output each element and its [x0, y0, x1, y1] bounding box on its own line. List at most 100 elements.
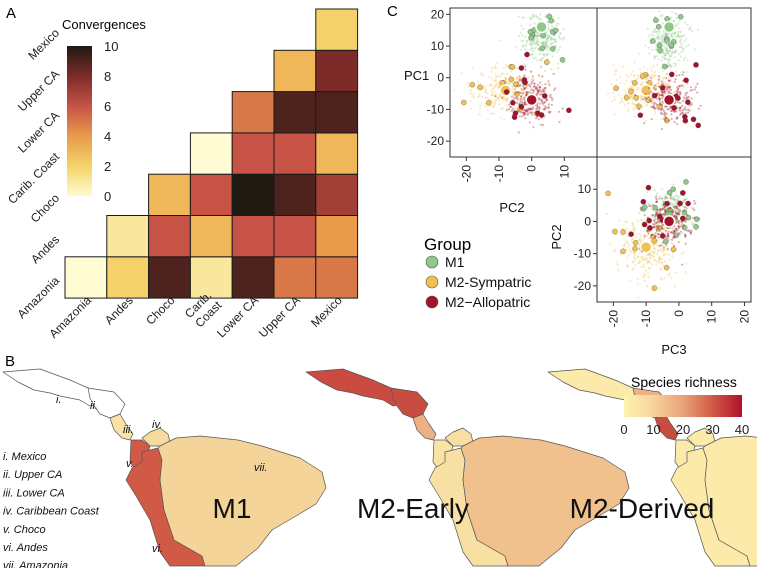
cloud-point — [674, 212, 677, 215]
heatmap-cell — [231, 132, 275, 175]
cloud-point — [653, 107, 656, 110]
cloud-point — [469, 100, 472, 103]
cloud-point — [536, 43, 540, 46]
cloud-point — [689, 231, 692, 234]
cloud-point — [668, 259, 671, 262]
cloud-point — [641, 81, 644, 84]
cloud-point — [637, 248, 640, 251]
cloud-point — [682, 199, 685, 202]
cloud-point — [521, 45, 525, 48]
cloud-point — [687, 28, 690, 31]
cloud-point — [546, 46, 549, 49]
cloud-point — [661, 241, 665, 244]
cloud-point — [653, 56, 656, 59]
cloud-point — [670, 54, 673, 57]
cloud-point — [623, 82, 626, 85]
heatmap-cell — [315, 132, 359, 175]
cloud-point — [667, 79, 670, 82]
cloud-point — [657, 75, 660, 78]
cloud-point — [642, 275, 645, 278]
cloud-point — [674, 209, 678, 212]
cloud-point — [670, 276, 673, 279]
cloud-point — [487, 76, 490, 79]
cloud-point — [654, 200, 658, 204]
cloud-point — [658, 245, 661, 248]
cloud-point — [647, 203, 650, 206]
cloud-point — [536, 105, 539, 108]
cloud-point — [678, 210, 681, 213]
cloud-point — [687, 229, 690, 232]
cloud-point — [678, 213, 681, 216]
map-region — [2, 368, 101, 407]
cloud-point — [669, 66, 672, 69]
cloud-point — [520, 95, 523, 98]
cloud-point — [659, 257, 662, 260]
cloud-point — [655, 192, 659, 195]
species-point — [510, 100, 516, 106]
cloud-point — [668, 80, 671, 83]
species-point — [682, 117, 689, 124]
cloud-point — [668, 76, 671, 79]
cloud-point — [512, 93, 515, 96]
cloud-point — [553, 38, 556, 41]
cloud-point — [643, 279, 647, 282]
cloud-point — [536, 41, 539, 44]
cloud-point — [526, 109, 529, 112]
cloud-point — [645, 104, 648, 107]
cloud-point — [467, 85, 470, 88]
cloud-point — [660, 227, 663, 230]
cloud-point — [661, 207, 664, 210]
cloud-point — [662, 77, 665, 80]
cloud-point — [674, 32, 677, 35]
cloud-point — [548, 111, 551, 114]
cloud-point — [664, 47, 668, 50]
cloud-point — [675, 206, 679, 209]
cloud-point — [658, 229, 661, 232]
group-centroid — [639, 240, 653, 254]
cloud-point — [684, 98, 687, 101]
cloud-point — [671, 255, 674, 258]
cloud-point — [664, 116, 667, 119]
cloud-point — [668, 83, 671, 86]
cloud-point — [543, 88, 546, 91]
species-point — [645, 184, 652, 191]
cloud-point — [486, 92, 489, 95]
cloud-point — [658, 258, 661, 261]
cloud-point — [664, 119, 667, 122]
cloud-point — [498, 93, 501, 97]
cloud-point — [654, 27, 657, 31]
cloud-point — [664, 193, 668, 196]
cloud-point — [685, 96, 688, 99]
cloud-point — [496, 75, 499, 78]
cloud-point — [522, 88, 525, 91]
cloud-point — [545, 42, 548, 45]
cloud-point — [658, 197, 661, 200]
cloud-point — [681, 35, 685, 38]
cloud-point — [523, 95, 526, 98]
cloud-point — [663, 91, 666, 94]
cloud-point — [627, 102, 630, 105]
cloud-point — [656, 198, 659, 201]
cloud-point — [679, 112, 683, 115]
cloud-point — [669, 79, 672, 82]
cloud-point — [639, 218, 643, 221]
cloud-point — [644, 269, 648, 272]
cloud-point — [667, 59, 670, 63]
cloud-point — [666, 48, 669, 52]
cloud-point — [537, 48, 540, 51]
cloud-point — [668, 63, 672, 66]
cloud-point — [532, 106, 536, 109]
cloud-point — [634, 107, 637, 110]
cloud-point — [507, 108, 510, 111]
cloud-point — [640, 265, 643, 268]
cloud-point — [522, 63, 525, 66]
cloud-point — [650, 73, 653, 76]
cloud-point — [684, 235, 687, 238]
cloud-point — [494, 64, 497, 67]
cloud-point — [639, 256, 642, 259]
cloud-point — [487, 109, 490, 112]
cloud-point — [685, 45, 688, 48]
species-point — [461, 99, 467, 106]
cloud-point — [677, 53, 681, 56]
cloud-point — [534, 87, 537, 90]
